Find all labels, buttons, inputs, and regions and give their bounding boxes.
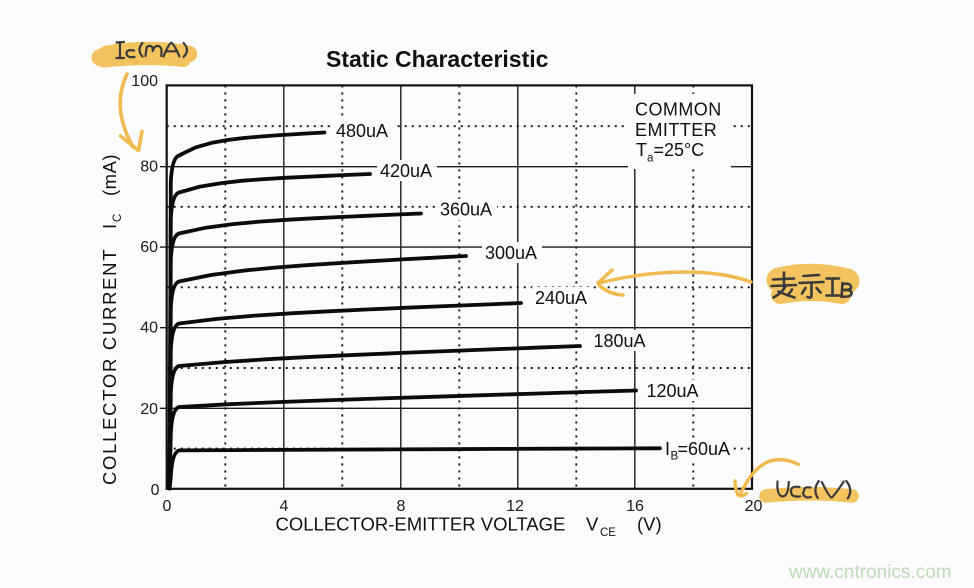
svg-text:a: a	[647, 153, 654, 165]
svg-text:20: 20	[140, 401, 158, 418]
svg-text:420uA: 420uA	[380, 161, 432, 181]
svg-text:60: 60	[140, 239, 158, 256]
svg-text:www.cntronics.com: www.cntronics.com	[788, 562, 952, 583]
svg-text:EMITTER: EMITTER	[635, 120, 717, 140]
svg-text:180uA: 180uA	[594, 331, 646, 351]
svg-text:COLLECTOR CURRENT: COLLECTOR CURRENT	[99, 248, 120, 485]
svg-text:=25°C: =25°C	[654, 140, 705, 160]
svg-text:V: V	[586, 514, 599, 535]
svg-text:COMMON: COMMON	[635, 99, 722, 119]
svg-text:16: 16	[626, 498, 644, 515]
svg-text:=60uA: =60uA	[678, 439, 731, 459]
svg-text:B: B	[671, 451, 679, 463]
svg-text:0: 0	[163, 498, 172, 515]
svg-text:I: I	[665, 439, 670, 459]
svg-text:40: 40	[140, 320, 158, 337]
svg-text:80: 80	[140, 159, 158, 176]
svg-text:C: C	[112, 214, 124, 222]
svg-text:CE: CE	[600, 527, 616, 539]
svg-text:(V): (V)	[637, 514, 662, 535]
svg-text:COLLECTOR-EMITTER VOLTAGE: COLLECTOR-EMITTER VOLTAGE	[276, 514, 566, 535]
svg-text:4: 4	[280, 498, 289, 515]
svg-text:480uA: 480uA	[336, 121, 388, 141]
svg-text:12: 12	[506, 498, 524, 515]
svg-text:0: 0	[151, 482, 160, 499]
svg-text:100: 100	[131, 73, 158, 90]
svg-text:8: 8	[397, 498, 406, 515]
svg-text:360uA: 360uA	[440, 200, 492, 220]
svg-text:(mA): (mA)	[99, 154, 120, 196]
svg-text:I: I	[99, 224, 120, 229]
svg-text:20: 20	[745, 498, 763, 515]
svg-text:Static Characteristic: Static Characteristic	[326, 46, 549, 72]
svg-text:240uA: 240uA	[535, 288, 587, 308]
svg-text:120uA: 120uA	[647, 381, 699, 401]
svg-text:300uA: 300uA	[485, 243, 537, 263]
svg-text:T: T	[636, 140, 647, 160]
